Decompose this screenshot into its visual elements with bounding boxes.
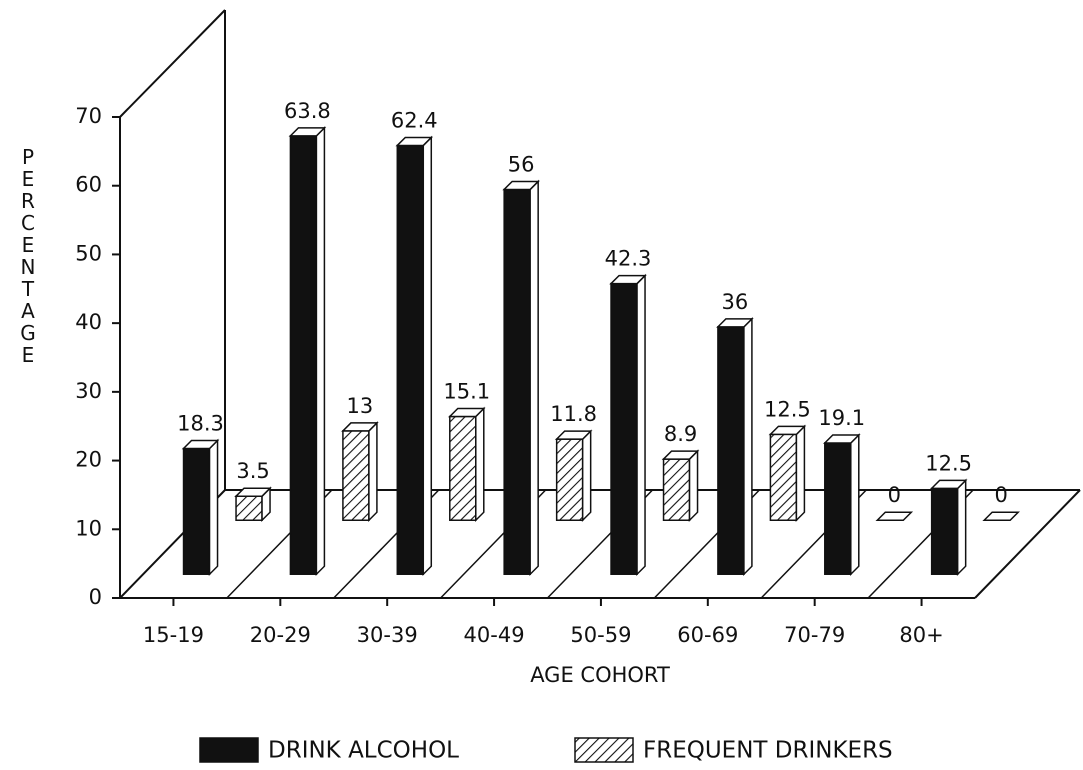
bar-front xyxy=(342,430,370,521)
bar-top xyxy=(554,430,593,440)
x-tick-label: 50-59 xyxy=(570,623,631,647)
bar xyxy=(768,424,807,523)
bar xyxy=(982,511,1020,521)
y-tick-label: 40 xyxy=(75,310,102,334)
y-tick-label: 60 xyxy=(75,173,102,197)
bar-top xyxy=(502,180,540,191)
bar xyxy=(395,135,434,577)
x-tick-label: 40-49 xyxy=(464,623,525,647)
bar xyxy=(447,406,486,523)
bar-side xyxy=(795,424,806,523)
bar xyxy=(929,478,968,577)
bar-front xyxy=(503,188,531,575)
bar-top xyxy=(234,487,272,497)
x-tick-label: 60-69 xyxy=(677,623,738,647)
bar-top xyxy=(288,127,327,137)
value-label: 42.3 xyxy=(605,247,652,271)
bar-side xyxy=(850,433,860,577)
value-label: 63.8 xyxy=(284,99,331,123)
bar-side xyxy=(475,406,485,523)
bar xyxy=(822,433,861,577)
bar xyxy=(554,429,593,523)
bar-front xyxy=(555,438,584,521)
y-axis-label: PERCENTAGE xyxy=(16,145,40,365)
bar-side xyxy=(368,421,378,523)
bar-top xyxy=(447,407,486,418)
value-label: 19.1 xyxy=(818,406,865,430)
bar-top xyxy=(822,434,861,444)
bar-front xyxy=(289,135,318,575)
value-label: 12.5 xyxy=(764,397,811,421)
bar-side xyxy=(208,438,219,577)
value-label: 62.4 xyxy=(391,108,438,132)
bar-front xyxy=(930,487,959,575)
legend-swatch xyxy=(199,737,259,763)
bar-top xyxy=(875,511,914,521)
y-tick-label: 30 xyxy=(75,379,102,403)
x-tick-label: 15-19 xyxy=(143,623,204,647)
value-label: 36 xyxy=(722,290,749,314)
bar xyxy=(661,449,700,523)
x-tick-label: 30-39 xyxy=(357,623,418,647)
x-tick-label: 70-79 xyxy=(784,623,845,647)
bar-top xyxy=(982,511,1020,521)
bar xyxy=(609,273,647,577)
legend-label: FREQUENT DRINKERS xyxy=(643,738,893,764)
value-label: 8.9 xyxy=(664,422,697,446)
bar-front xyxy=(769,433,798,521)
bar-front xyxy=(235,495,263,521)
bar-side xyxy=(956,478,967,577)
y-tick-label: 10 xyxy=(75,516,102,540)
bar-front xyxy=(662,458,691,521)
x-axis-label: AGE COHORT xyxy=(530,663,670,687)
bar xyxy=(502,179,540,577)
bar xyxy=(234,486,272,523)
x-tick-label: 20-29 xyxy=(250,623,311,647)
value-label: 0 xyxy=(888,483,901,507)
y-tick-label: 20 xyxy=(75,448,102,472)
bar-side xyxy=(315,126,326,577)
x-tick-label: 80+ xyxy=(899,623,943,647)
bar-top xyxy=(661,450,700,460)
bar-front xyxy=(824,442,852,575)
bar xyxy=(875,511,914,521)
bar-top xyxy=(395,136,434,147)
value-label: 12.5 xyxy=(925,451,972,475)
bar xyxy=(288,126,327,577)
legend: DRINK ALCOHOL FREQUENT DRINKERS xyxy=(199,737,893,764)
value-label: 15.1 xyxy=(443,379,490,403)
y-tick-label: 70 xyxy=(75,104,102,128)
value-label: 11.8 xyxy=(550,402,597,426)
bar-front xyxy=(396,144,425,575)
value-label: 56 xyxy=(508,152,535,176)
y-tick-label: 50 xyxy=(75,241,102,265)
bar-top xyxy=(341,422,379,432)
bar-front xyxy=(717,326,745,575)
value-label: 0 xyxy=(994,483,1007,507)
value-label: 18.3 xyxy=(177,411,224,435)
legend-label: DRINK ALCOHOL xyxy=(268,738,459,764)
bar-side xyxy=(422,135,433,577)
bar xyxy=(341,421,379,523)
value-label: 13 xyxy=(347,394,374,418)
bar-top xyxy=(181,439,220,450)
bar-front xyxy=(610,282,638,575)
bar-top xyxy=(768,425,807,436)
bar-front xyxy=(182,447,211,575)
bar-top xyxy=(609,274,647,285)
bar xyxy=(181,438,220,577)
bar xyxy=(716,317,754,577)
bar-side xyxy=(529,179,539,577)
y-tick-label: 0 xyxy=(89,585,102,609)
bar-front xyxy=(449,415,477,521)
bar-top xyxy=(716,318,754,328)
bar-side xyxy=(636,273,646,577)
value-label: 3.5 xyxy=(236,459,269,483)
bar-top xyxy=(929,479,968,490)
bar-side xyxy=(688,449,699,523)
bar-side xyxy=(743,317,753,577)
legend-swatch xyxy=(574,737,634,763)
bar-side xyxy=(581,429,592,523)
